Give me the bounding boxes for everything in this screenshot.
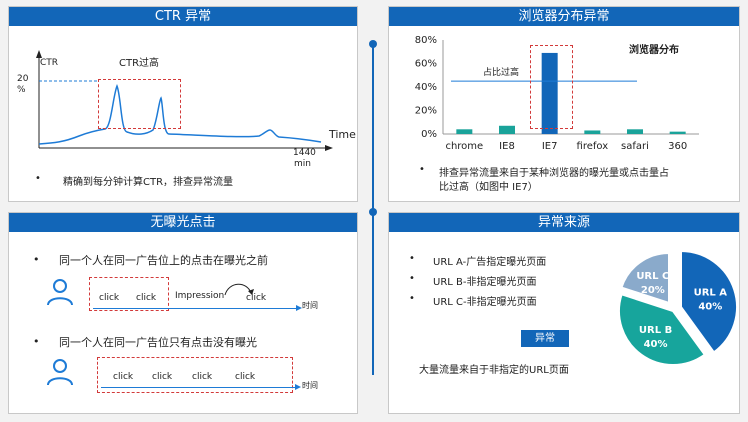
pie-slice-url-c [620,251,670,305]
arc-arrow-icon [224,283,254,296]
noimp-bullet2-dot: • [33,335,40,348]
browser-bar-chart: 0% 20% 40% 60% 80% chrome IE8 IE7 firefox safari 3… [415,35,699,152]
bar-IE8 [499,125,515,134]
pie-label-pct: 40% [698,301,722,312]
pie-slice-url-b [618,293,707,366]
noimp-click-3: click [246,293,267,303]
person-icon-2 [47,359,73,386]
bar-y-tick: 80% [415,35,437,46]
source-item-2: URL B-非指定曝光页面 [433,277,537,288]
browser-highlight-box [530,45,573,129]
noimp-bullet1-text: 同一个人在同一广告位上的点击在曝光之前 [59,254,268,267]
browser-legend: 浏览器分布 [629,45,679,56]
pie-label-name: URL A [694,287,728,298]
noimp-time-2: 时间 [302,381,318,390]
ctr-bullet-text: 精确到每分钟计算CTR，排查异常流量 [63,177,234,188]
pie-label-name: URL C [636,271,669,282]
noimp-click-4: click [113,372,134,382]
timeline-arrow-2 [101,387,297,388]
source-item-3: URL C-非指定曝光页面 [433,297,537,308]
pie-label-pct: 20% [641,285,665,296]
noimp-click-5: click [152,372,173,382]
bar-y-tick: 40% [415,82,437,93]
bar-x-tick: IE7 [542,141,558,152]
noimp-time-1: 时间 [302,301,318,310]
source-panel: 异常来源 • URL A-广告指定曝光页面 • URL B-非指定曝光页面 • … [388,212,740,414]
ctr-x-label: Time [329,128,356,141]
pie-slice-url-a [680,249,738,354]
source-item-dot-1: • [409,253,415,264]
noimp-click-2: click [136,293,157,303]
ctr-annotation: CTR过高 [119,58,160,69]
source-item-1: URL A-广告指定曝光页面 [433,257,547,268]
ctr-x-end-bottom: min [294,159,311,169]
pie-label-pct: 40% [644,339,668,350]
ctr-bullet-dot: • [35,173,41,184]
ctr-panel: CTR 异常 CTR 20 % CTR过高 Time 1440 min • 精确… [8,6,358,202]
ctr-chart [36,50,333,151]
noimp-impression: Impression [175,291,225,301]
divider-dot-mid [369,208,377,216]
noimp-click-box2 [97,357,293,393]
noimp-click-7: click [235,372,256,382]
source-title: 异常来源 [389,213,739,232]
ctr-line [38,83,322,145]
person-icon [47,279,73,306]
divider-dot-top [369,40,377,48]
bar-firefox [584,130,601,134]
browser-bullet-line1: 排查异常流量来自于某种浏览器的曝光量或点击量占 [439,168,669,179]
ctr-y-label: CTR [40,58,59,68]
source-badge: 异常 [521,330,569,347]
timeline-arrowhead-1 [296,305,302,311]
browser-bullet-line2: 比过高（如图中 IE7） [439,182,538,193]
source-item-dot-2: • [409,273,415,284]
bar-y-tick: 20% [415,106,437,117]
timeline-arrow-1 [93,308,298,309]
bar-360 [669,131,686,134]
pie-label-name: URL B [639,325,672,336]
noimp-bullet1-dot: • [33,253,40,266]
source-item-dot-3: • [409,293,415,304]
ctr-x-end-top: 1440 [293,148,316,158]
noimp-title: 无曝光点击 [9,213,357,232]
source-caption: 大量流量来自于非指定的URL页面 [419,365,569,376]
ctr-highlight-box [98,79,181,129]
noimp-panel: 无曝光点击 • 同一个人在同一广告位上的点击在曝光之前 click click … [8,212,358,414]
bar-x-tick: chrome [445,141,483,152]
noimp-click-6: click [192,372,213,382]
bar-y-tick: 0% [421,129,437,140]
browser-bullet-dot: • [419,164,425,175]
source-pie-chart: URL A 40% URL B 40% URL C 20% [618,249,738,366]
timeline-arrowhead-2 [295,384,301,390]
bar-x-tick: 360 [668,141,687,152]
bar-IE7 [541,52,558,134]
noimp-click-box1 [89,277,169,311]
noimp-click-1: click [99,293,120,303]
bar-y-tick: 60% [415,59,437,70]
bar-x-tick: IE8 [499,141,515,152]
ctr-y-tick-bottom: % [17,85,26,95]
bar-x-tick: safari [621,141,649,152]
ctr-y-tick-top: 20 [17,74,29,84]
browser-panel: 浏览器分布异常 0% 20% 40% 60% 80% chrome IE8 IE7 firefo… [388,6,740,202]
browser-annotation: 占比过高 [483,68,520,78]
browser-title: 浏览器分布异常 [389,7,739,26]
bar-chrome [456,129,473,134]
bar-safari [627,129,643,134]
noimp-bullet2-text: 同一个人在同一广告位只有点击没有曝光 [59,336,257,349]
ctr-title: CTR 异常 [9,7,357,26]
bar-x-tick: firefox [577,141,609,152]
